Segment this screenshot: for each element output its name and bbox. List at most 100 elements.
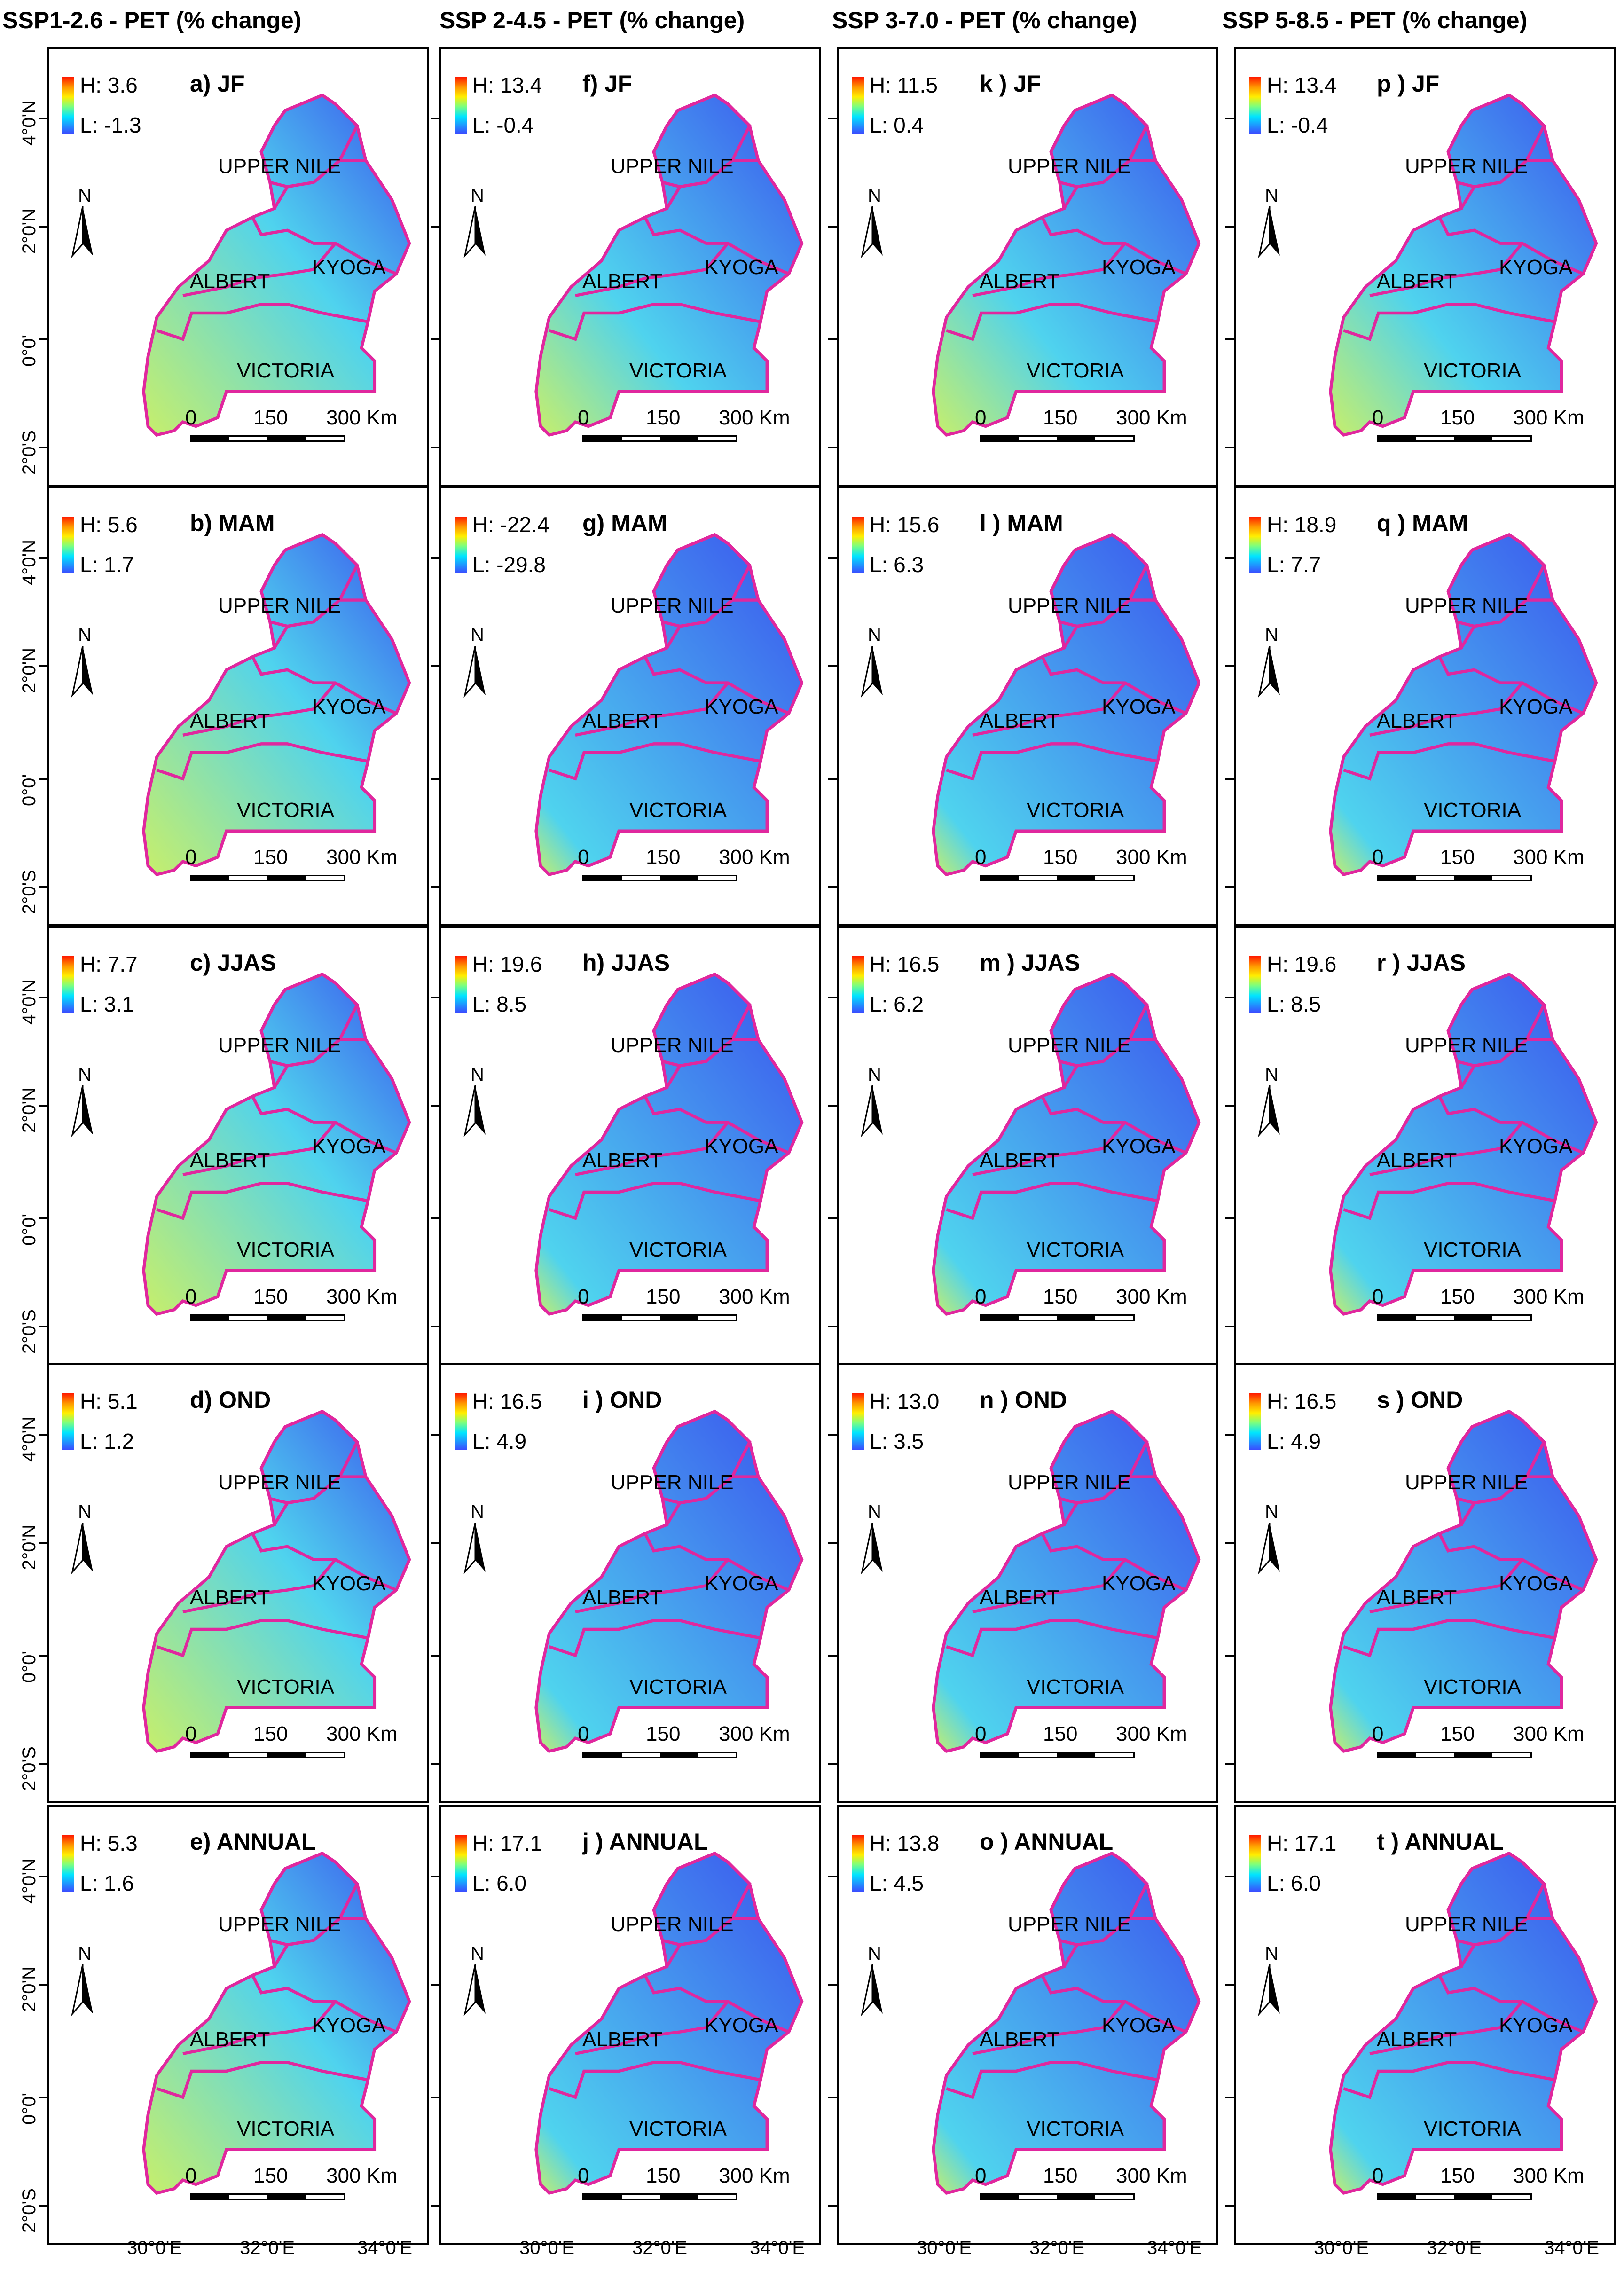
scale-tick-150: 150 <box>646 846 681 869</box>
panel-title: i ) OND <box>582 1387 662 1413</box>
latitude-tick <box>431 1105 439 1107</box>
scale-tick-300: 300 Km <box>326 2164 398 2187</box>
map-panel: H: 18.9 L: 7.7 q ) MAM N UPPER NILE KYOGA ALBE… <box>1234 487 1616 926</box>
uganda-map <box>932 93 1201 437</box>
latitude-tick <box>828 1984 837 1986</box>
north-arrow-icon <box>71 646 93 698</box>
basin-boundary <box>251 1974 397 2034</box>
basin-boundary <box>1369 2000 1523 2056</box>
region-label-kyoga: KYOGA <box>705 1135 778 1158</box>
latitude-tick <box>828 1434 837 1436</box>
legend-low-value: L: 6.0 <box>472 1871 527 1895</box>
scale-tick-300: 300 Km <box>719 2164 790 2187</box>
region-label-albert: ALBERT <box>190 2028 270 2051</box>
region-label-victoria: VICTORIA <box>237 799 335 822</box>
scale-tick-150: 150 <box>1043 1285 1078 1308</box>
legend-high-value: H: 19.6 <box>472 952 542 976</box>
panel-title: c) JJAS <box>190 950 276 976</box>
latitude-tick <box>431 2205 439 2207</box>
uganda-map <box>1329 1409 1598 1753</box>
legend-colorbar <box>852 1835 864 1892</box>
scale-tick-0: 0 <box>185 1722 197 1745</box>
region-label-victoria: VICTORIA <box>1424 799 1522 822</box>
scale-tick-300: 300 Km <box>1513 1722 1585 1745</box>
legend-low-value: L: 3.1 <box>80 992 134 1016</box>
region-label-albert: ALBERT <box>190 709 270 732</box>
latitude-tick <box>828 997 837 998</box>
scale-tick-300: 300 Km <box>1513 1285 1585 1308</box>
basin-boundary <box>1343 1619 1555 1657</box>
uganda-map <box>534 533 804 877</box>
region-label-albert: ALBERT <box>980 270 1060 293</box>
latitude-tick <box>828 447 837 448</box>
scale-bar-graphic <box>980 435 1135 442</box>
latitude-tick <box>39 1655 47 1657</box>
latitude-label: 4°0'N <box>19 100 39 146</box>
uganda-map <box>932 972 1201 1316</box>
legend-high-value: H: 13.0 <box>870 1389 940 1414</box>
column-title-ssp245: SSP 2-4.5 - PET (% change) <box>439 7 745 33</box>
scale-tick-150: 150 <box>253 1285 288 1308</box>
country-boundary <box>1329 93 1598 437</box>
country-boundary <box>932 93 1201 437</box>
north-arrow: N <box>69 1501 97 1574</box>
north-arrow-icon <box>463 646 486 698</box>
scale-bar: 0 150 300 Km <box>578 1285 790 1342</box>
north-label: N <box>868 185 881 206</box>
legend-low-value: L: 7.7 <box>1267 552 1321 577</box>
basin-boundary <box>575 682 729 737</box>
region-label-albert: ALBERT <box>1377 1149 1457 1172</box>
uganda-map <box>534 1851 804 2195</box>
basin-boundary <box>575 2000 729 2056</box>
north-arrow-icon <box>463 1523 486 1574</box>
scale-tick-300: 300 Km <box>719 846 790 869</box>
region-label-upper-nile: UPPER NILE <box>218 1471 341 1494</box>
map-panel: H: 15.6 L: 6.3 l ) MAM N UPPER NILE KYOGA ALBE… <box>837 487 1218 926</box>
scale-bar-graphic <box>1377 875 1532 881</box>
region-label-upper-nile: UPPER NILE <box>218 1913 341 1936</box>
scale-tick-0: 0 <box>578 1285 589 1308</box>
basin-boundary <box>182 1558 337 1614</box>
country-boundary <box>534 972 804 1316</box>
scale-tick-0: 0 <box>975 846 987 869</box>
latitude-tick <box>1225 886 1234 888</box>
longitude-label: 30°0'E <box>1314 2238 1369 2258</box>
latitude-tick <box>431 118 439 119</box>
basin-boundary <box>251 656 397 715</box>
latitude-tick <box>828 2097 837 2098</box>
region-label-victoria: VICTORIA <box>1027 799 1124 822</box>
basin-boundary <box>1041 1532 1187 1592</box>
legend-low-value: L: 6.0 <box>1267 1871 1321 1895</box>
latitude-tick <box>39 1876 47 1877</box>
country-boundary <box>142 93 411 437</box>
legend-colorbar <box>455 956 467 1013</box>
region-label-upper-nile: UPPER NILE <box>1008 594 1131 617</box>
north-arrow-icon <box>861 1964 883 2016</box>
scale-tick-300: 300 Km <box>1513 406 1585 429</box>
latitude-tick <box>431 665 439 667</box>
panel-title: t ) ANNUAL <box>1377 1829 1504 1855</box>
latitude-tick <box>39 1542 47 1544</box>
north-arrow-icon <box>463 206 486 258</box>
scale-tick-300: 300 Km <box>719 406 790 429</box>
column-title-ssp126: SSP1-2.6 - PET (% change) <box>2 7 302 33</box>
latitude-tick <box>39 1217 47 1219</box>
country-boundary <box>142 1851 411 2195</box>
latitude-label: 2°0'S <box>19 1309 39 1354</box>
basin-boundary <box>1459 1475 1553 1526</box>
region-label-kyoga: KYOGA <box>705 695 778 718</box>
scale-tick-300: 300 Km <box>326 1285 398 1308</box>
scale-bar: 0 150 300 Km <box>185 406 398 463</box>
uganda-map <box>932 1851 1201 2195</box>
region-label-upper-nile: UPPER NILE <box>611 1913 734 1936</box>
scale-tick-0: 0 <box>1372 406 1384 429</box>
north-arrow-icon <box>861 646 883 698</box>
north-label: N <box>868 1064 881 1085</box>
latitude-tick <box>828 1763 837 1765</box>
north-arrow: N <box>461 1943 489 2016</box>
scale-bar-graphic <box>190 435 345 442</box>
north-arrow: N <box>69 185 97 258</box>
scale-bar: 0 150 300 Km <box>975 846 1187 902</box>
longitude-label: 30°0'E <box>519 2238 575 2258</box>
uganda-map <box>142 1851 411 2195</box>
